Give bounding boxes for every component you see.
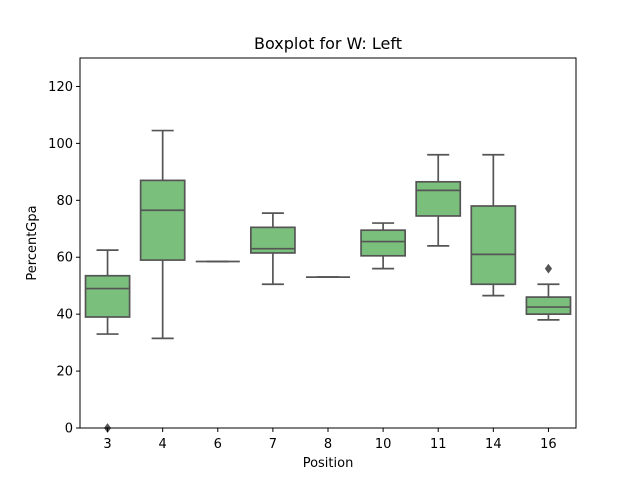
x-tick-label: 14 <box>485 437 502 452</box>
box-group-10 <box>360 222 407 270</box>
x-tick-label: 16 <box>540 437 557 452</box>
chart-title: Boxplot for W: Left <box>254 34 402 53</box>
y-tick-label: 0 <box>65 422 73 437</box>
box-group-7 <box>249 212 296 286</box>
x-tick-label: 7 <box>269 437 277 452</box>
y-axis-label: PercentGpa <box>25 205 40 280</box>
box-group-11 <box>415 153 462 247</box>
x-tick-label: 10 <box>375 437 392 452</box>
x-tick-label: 8 <box>324 437 332 452</box>
y-tick-label: 20 <box>56 365 73 380</box>
box-iqr <box>525 296 572 316</box>
box-iqr <box>84 274 131 318</box>
box-iqr <box>360 229 407 257</box>
x-tick-label: 11 <box>430 437 447 452</box>
box-iqr <box>139 179 186 261</box>
y-tick-label: 100 <box>48 137 73 152</box>
plot-area <box>84 129 572 433</box>
box-group-3 <box>84 249 131 433</box>
y-tick-label: 40 <box>56 308 73 323</box>
outlier-point <box>544 263 553 274</box>
box-group-16 <box>525 263 572 321</box>
x-axis: 3 4 6 7 8 10 11 14 16 <box>103 428 557 452</box>
box-iqr <box>470 205 517 286</box>
y-tick-label: 60 <box>56 251 73 266</box>
box-group-14 <box>470 153 517 297</box>
x-axis-label: Position <box>303 456 354 471</box>
box-iqr <box>415 180 462 217</box>
y-tick-label: 80 <box>56 194 73 209</box>
box-group-4 <box>139 129 186 340</box>
x-tick-label: 6 <box>214 437 222 452</box>
y-tick-label: 120 <box>48 80 73 95</box>
x-tick-label: 4 <box>159 437 167 452</box>
x-tick-label: 3 <box>103 437 111 452</box>
y-axis: 0 20 40 60 80 100 120 <box>48 80 80 437</box>
